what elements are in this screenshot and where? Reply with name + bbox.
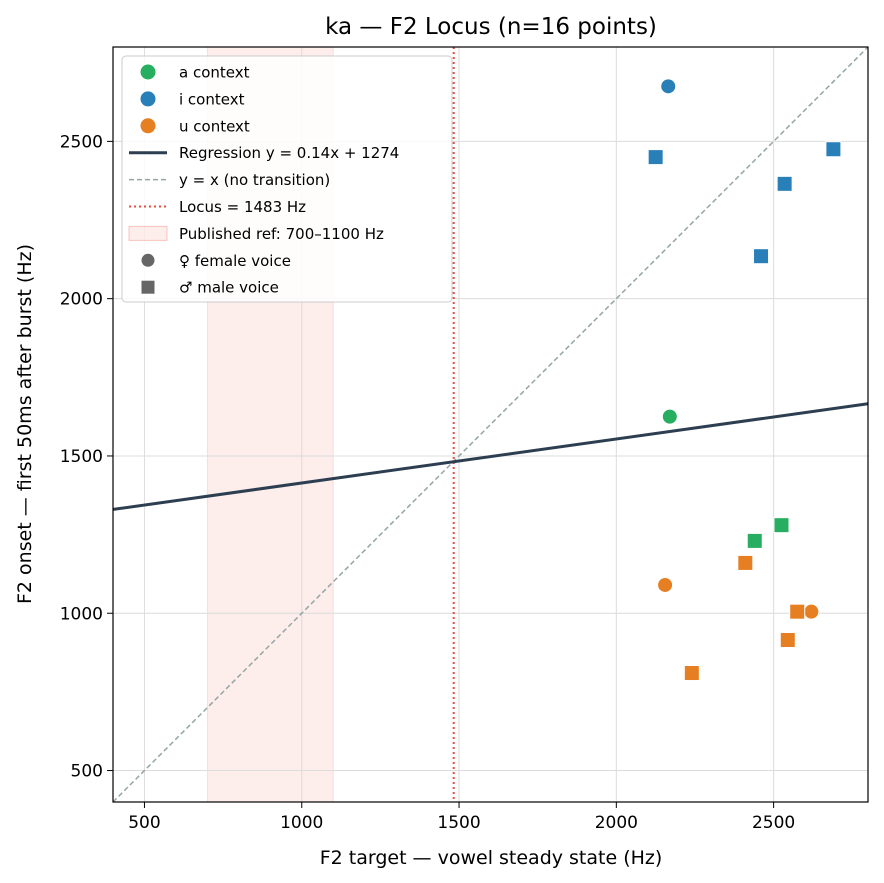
x-axis-label: F2 target — vowel steady state (Hz): [320, 847, 663, 869]
chart-title: ka — F2 Locus (n=16 points): [325, 14, 657, 40]
data-point-i-male: [776, 175, 793, 192]
legend: a context i context u context Regression y …: [121, 55, 453, 303]
legend-label-locus: Locus = 1483 Hz: [179, 198, 306, 216]
legend-marker-male: [141, 280, 155, 294]
x-tick-label: 2000: [595, 813, 638, 833]
data-point-u-male: [789, 603, 806, 620]
legend-box: [121, 55, 453, 303]
legend-marker-a: [140, 64, 156, 80]
data-point-a-female: [661, 408, 678, 425]
legend-marker-published-ref: [128, 225, 168, 241]
legend-label-i: i context: [179, 90, 245, 108]
legend-label-u: u context: [179, 117, 250, 135]
data-point-u-male: [779, 631, 796, 648]
legend-label-identity: y = x (no transition): [179, 171, 330, 189]
legend-marker-i: [140, 91, 156, 107]
data-point-u-female: [657, 576, 674, 593]
legend-label-circle: ♀ female voice: [179, 252, 291, 270]
data-point-a-male: [746, 532, 763, 549]
axes: 500 1000 1500 2000 2500 500 1000 1500 2000 2500: [60, 46, 869, 833]
y-tick-label: 1000: [60, 604, 103, 624]
legend-label-square: ♂ male voice: [179, 279, 279, 297]
data-point-i-female: [660, 78, 677, 95]
data-point-u-male: [683, 665, 700, 682]
x-tick-label: 500: [128, 813, 160, 833]
legend-label-regression: Regression y = 0.14x + 1274: [179, 144, 399, 162]
data-point-a-male: [773, 517, 790, 534]
y-axis-label: F2 onset — first 50ms after burst (Hz): [14, 244, 36, 604]
legend-marker-female: [141, 253, 155, 267]
data-point-u-female: [803, 603, 820, 620]
y-tick-label: 500: [71, 762, 103, 782]
data-point-i-male: [753, 248, 770, 265]
data-point-i-male: [825, 141, 842, 158]
legend-label-a: a context: [179, 64, 250, 82]
data-point-i-male: [647, 149, 664, 166]
legend-marker-u: [140, 118, 156, 134]
regression-line: [113, 402, 868, 511]
identity-line: [113, 47, 868, 802]
x-tick-label: 1000: [280, 813, 323, 833]
legend-label-published-ref: Published ref: 700–1100 Hz: [179, 225, 384, 243]
x-tick-label: 1500: [437, 813, 480, 833]
y-tick-label: 2000: [60, 290, 103, 310]
data-point-u-male: [737, 554, 754, 571]
x-tick-label: 2500: [752, 813, 795, 833]
y-tick-label: 2500: [60, 132, 103, 152]
y-tick-label: 1500: [60, 447, 103, 467]
plot-frame: [112, 46, 869, 803]
